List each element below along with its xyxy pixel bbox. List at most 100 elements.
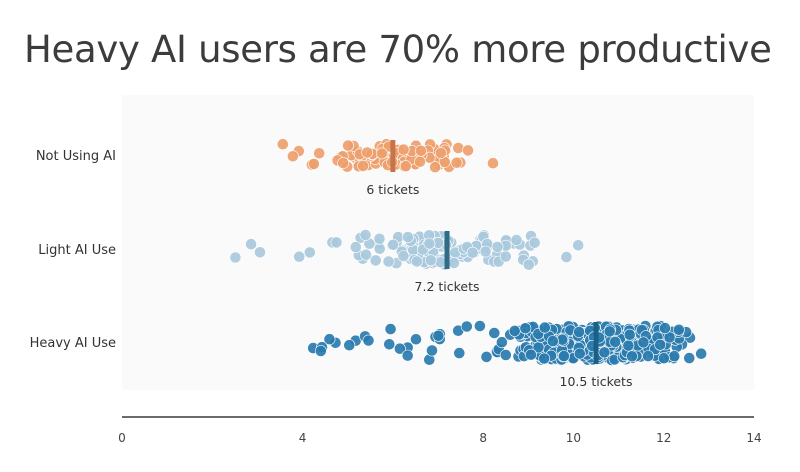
chart-title: Heavy AI users are 70% more productive [24,28,772,71]
data-point [293,250,306,263]
data-point [466,246,479,259]
x-tick-label: 4 [299,431,307,445]
means-layer [390,140,599,364]
data-point [525,348,537,361]
data-point [434,147,447,159]
data-point [603,325,616,338]
data-point [359,229,372,241]
data-point [434,256,447,269]
data-point [307,157,320,170]
data-point [663,331,676,344]
data-point [659,322,671,334]
data-point [401,231,414,243]
data-point [683,352,696,364]
data-point [432,329,445,342]
category-label: Light AI Use [38,243,116,258]
data-point [373,242,386,255]
data-point [410,255,423,268]
data-point [673,323,685,336]
data-point [637,336,650,349]
data-point [453,347,466,359]
data-point [397,143,410,156]
data-point [488,327,501,339]
data-point [598,346,611,359]
data-point [313,147,326,160]
data-point [375,147,388,160]
data-point [695,347,708,360]
data-point [369,254,382,267]
data-point [245,238,257,251]
data-point [414,144,427,157]
data-point [424,254,437,267]
data-point [623,328,636,341]
data-point [330,236,343,249]
data-point [510,234,523,246]
data-point [314,345,327,357]
data-point [254,246,266,259]
data-point [538,321,551,334]
data-point [401,349,414,362]
category-label: Not Using AI [36,149,116,164]
data-point [668,350,681,363]
points-layer [229,138,708,366]
data-point [626,350,638,363]
data-point [387,238,400,251]
data-point [522,258,535,271]
data-point [383,338,396,351]
data-point [382,255,395,268]
x-tick-label: 12 [656,431,671,445]
data-point [547,335,559,347]
data-point [414,155,426,168]
data-point [480,350,493,363]
mean-label: 6 tickets [366,182,419,197]
data-point [361,146,374,159]
data-point [343,339,356,352]
data-point [479,245,492,258]
data-point [491,240,504,253]
data-point [499,250,512,263]
data-point [558,350,570,362]
data-point [495,336,508,349]
data-point [423,237,436,250]
data-point [528,236,541,249]
data-point [393,342,406,355]
data-point [460,320,473,333]
labels-layer: Not Using AI 6 tickets Light AI Use 7.2 tic… [30,149,633,389]
data-point [448,257,460,269]
data-point [342,139,354,152]
category-label: Heavy AI Use [30,336,116,351]
data-point [397,250,410,262]
data-point [560,251,573,263]
data-point [450,156,463,169]
data-point [452,142,465,154]
data-point [360,248,372,261]
data-point [609,335,622,348]
data-point [429,161,441,174]
data-point [303,246,316,259]
data-point [462,144,474,157]
data-point [642,350,654,362]
data-point [357,159,369,172]
data-point [473,320,486,332]
data-point [658,352,670,365]
mean-label: 10.5 tickets [560,374,633,389]
mean-label: 7.2 tickets [415,279,480,294]
x-tick-label: 14 [746,431,761,445]
data-point [373,232,386,245]
data-point [323,333,336,346]
x-tick-label: 10 [566,431,581,445]
data-point [508,324,521,337]
data-point [276,138,289,151]
data-point [519,322,532,335]
data-point [654,338,667,351]
data-point [572,239,585,252]
data-point [229,251,242,264]
data-point [349,241,362,253]
data-point [499,349,512,361]
x-tick-label: 8 [479,431,487,445]
x-tick-label: 0 [118,431,126,445]
data-point [384,323,397,335]
data-point [573,326,585,338]
data-point [538,352,551,365]
